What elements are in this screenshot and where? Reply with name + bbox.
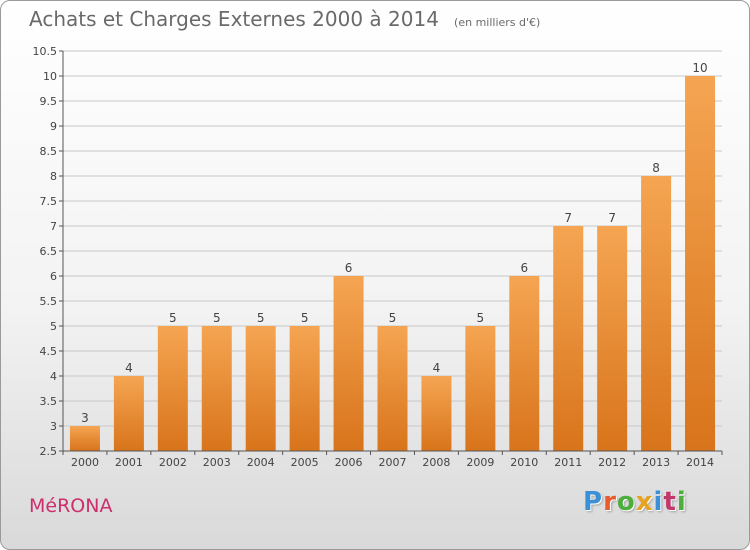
y-tick-label: 6.5 <box>40 245 58 258</box>
chart-title: Achats et Charges Externes 2000 à 2014 <box>29 7 439 31</box>
logo-letter: i <box>676 487 687 517</box>
bars <box>69 76 716 451</box>
y-tick-label: 8.5 <box>40 145 58 158</box>
data-label-2003: 5 <box>213 311 221 325</box>
y-tick-label: 4 <box>50 370 57 383</box>
y-tick-label: 3 <box>50 420 57 433</box>
y-axis-ticks: 2.5 3 3.5 4 4.5 5 5.5 6 6.5 7 7.5 8 8.5 9 9.5 10 10.5 <box>33 45 63 458</box>
y-tick-label: 4.5 <box>40 345 58 358</box>
y-tick-label: 2.5 <box>40 445 58 458</box>
x-tick-label: 2002 <box>159 456 187 469</box>
bar-2010 <box>509 276 540 451</box>
x-tick-label: 2004 <box>247 456 275 469</box>
x-tick-label: 2000 <box>71 456 99 469</box>
bar-2005 <box>289 326 320 451</box>
y-tick-label: 5.5 <box>40 295 58 308</box>
x-tick-label: 2014 <box>686 456 714 469</box>
data-label-2005: 5 <box>301 311 309 325</box>
town-name: MéRONA <box>29 495 113 517</box>
y-tick-label: 9 <box>50 120 57 133</box>
x-tick-label: 2006 <box>335 456 363 469</box>
y-tick-label: 6 <box>50 270 57 283</box>
data-label-2000: 3 <box>81 411 89 425</box>
title-row: Achats et Charges Externes 2000 à 2014 (… <box>29 7 540 31</box>
proxiti-logo: Proxiti <box>583 487 687 517</box>
data-label-2007: 5 <box>389 311 397 325</box>
y-tick-label: 8 <box>50 170 57 183</box>
data-label-2011: 7 <box>564 211 572 225</box>
x-tick-label: 2009 <box>466 456 494 469</box>
logo-letter: x <box>635 487 654 517</box>
y-tick-label: 10.5 <box>33 45 58 58</box>
data-label-2002: 5 <box>169 311 177 325</box>
y-tick-label: 10 <box>43 70 57 83</box>
data-labels: 3 4 5 5 5 5 6 5 4 5 6 7 7 8 10 <box>81 61 708 425</box>
logo-letter: P <box>583 487 604 517</box>
bar-2013 <box>641 176 672 451</box>
bar-2007 <box>377 326 408 451</box>
x-tick-label: 2013 <box>642 456 670 469</box>
y-tick-label: 7.5 <box>40 195 58 208</box>
x-tick-label: 2011 <box>554 456 582 469</box>
bar-2012 <box>597 226 628 451</box>
axes <box>62 51 722 452</box>
x-tick-label: 2008 <box>422 456 450 469</box>
bar-2004 <box>245 326 276 451</box>
y-tick-label: 5 <box>50 320 57 333</box>
x-tick-label: 2012 <box>598 456 626 469</box>
y-tick-label: 9.5 <box>40 95 58 108</box>
logo-letter: t <box>663 487 677 517</box>
data-label-2009: 5 <box>477 311 485 325</box>
x-tick-label: 2010 <box>510 456 538 469</box>
data-label-2014: 10 <box>692 61 707 75</box>
logo-letter: o <box>616 487 636 517</box>
bar-2011 <box>553 226 584 451</box>
y-tick-label: 7 <box>50 220 57 233</box>
data-label-2008: 4 <box>433 361 441 375</box>
x-axis-ticks: 2000 2001 2002 2003 2004 2005 2006 2007 2008 2009… <box>62 451 723 469</box>
bar-2002 <box>157 326 188 451</box>
data-label-2006: 6 <box>345 261 353 275</box>
y-tick-label: 3.5 <box>40 395 58 408</box>
bar-2009 <box>465 326 496 451</box>
data-label-2004: 5 <box>257 311 265 325</box>
x-tick-label: 2005 <box>291 456 319 469</box>
x-tick-label: 2001 <box>115 456 143 469</box>
data-label-2010: 6 <box>520 261 528 275</box>
bar-2006 <box>333 276 364 451</box>
bar-2000 <box>69 426 100 451</box>
x-tick-label: 2007 <box>379 456 407 469</box>
logo-letter: r <box>603 487 617 517</box>
logo-letter: i <box>653 487 664 517</box>
x-tick-label: 2003 <box>203 456 231 469</box>
data-label-2013: 8 <box>652 161 660 175</box>
bar-2008 <box>421 376 452 451</box>
data-label-2001: 4 <box>125 361 133 375</box>
data-label-2012: 7 <box>608 211 616 225</box>
chart-unit: (en milliers d'€) <box>454 16 541 29</box>
bar-2003 <box>201 326 232 451</box>
bar-2014 <box>685 76 716 451</box>
bar-2001 <box>113 376 144 451</box>
